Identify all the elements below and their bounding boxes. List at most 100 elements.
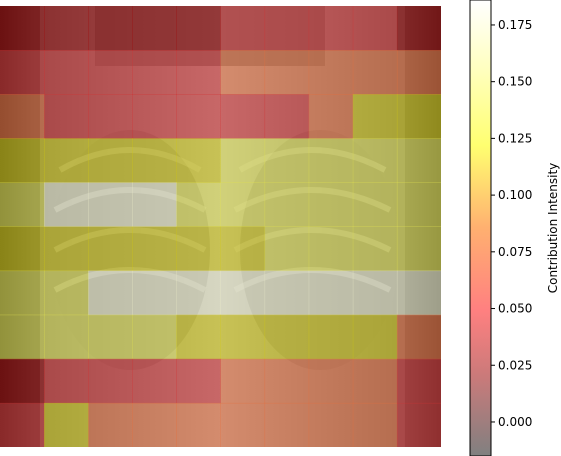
heatmap-cell <box>44 358 89 404</box>
heatmap-cell <box>264 226 310 272</box>
heatmap-cell <box>0 270 45 316</box>
heatmap-cell <box>132 6 177 51</box>
heatmap-cell <box>396 314 441 360</box>
heatmap-cell <box>44 182 89 227</box>
heatmap-cell <box>220 270 266 316</box>
colorbar-label: Contribution Intensity <box>546 163 560 294</box>
heatmap-cell <box>396 94 441 139</box>
heatmap-cell <box>44 6 89 51</box>
heatmap-cell <box>352 6 398 51</box>
heatmap-cell <box>176 182 221 227</box>
heatmap-cell <box>352 182 398 227</box>
heatmap-cell <box>352 138 398 183</box>
heatmap-cell <box>308 402 354 447</box>
colorbar-frame <box>469 0 492 456</box>
colorbar-tick-label: 0.000 <box>498 415 532 429</box>
heatmap-cell <box>396 182 441 227</box>
heatmap-cell <box>220 402 266 447</box>
heatmap-cell <box>264 182 310 227</box>
heatmap-cell <box>176 226 221 272</box>
heatmap-cell <box>264 314 310 360</box>
heatmap-cell <box>396 226 441 272</box>
heatmap-cell <box>176 94 221 139</box>
heatmap-cell <box>176 50 221 95</box>
colorbar-tick-label: 0.050 <box>498 302 532 316</box>
heatmap-cell <box>88 358 133 404</box>
heatmap-cell <box>0 314 45 360</box>
heatmap-cell <box>176 358 221 404</box>
heatmap-cell <box>264 358 310 404</box>
heatmap-cell <box>0 6 45 51</box>
heatmap-cell <box>0 402 45 447</box>
heatmap-cell <box>352 94 398 139</box>
heatmap-cell <box>264 94 310 139</box>
heatmap-cell <box>220 358 266 404</box>
heatmap-cell <box>264 6 310 51</box>
heatmap-cell <box>176 402 221 447</box>
heatmap-cell <box>308 358 354 404</box>
heatmap-cell <box>0 226 45 272</box>
heatmap-cell <box>308 226 354 272</box>
heatmap-cell <box>88 182 133 227</box>
colorbar-tick-label: 0.025 <box>498 358 532 372</box>
heatmap-cell <box>264 402 310 447</box>
heatmap-cell <box>352 314 398 360</box>
heatmap-cell <box>88 226 133 272</box>
heatmap-cell <box>352 358 398 404</box>
heatmap-cell <box>264 270 310 316</box>
heatmap-cell <box>308 94 354 139</box>
colorbar-tick-label: 0.150 <box>498 75 532 89</box>
heatmap-cell <box>44 270 89 316</box>
heatmap-cell <box>88 94 133 139</box>
heatmap-cell <box>352 50 398 95</box>
heatmap-cell <box>308 6 354 51</box>
heatmap-cell <box>88 314 133 360</box>
colorbar <box>470 0 491 456</box>
heatmap-cell <box>396 270 441 316</box>
heatmap-cell <box>44 226 89 272</box>
heatmap-overlay <box>0 6 441 447</box>
heatmap-cell <box>44 138 89 183</box>
heatmap-cell <box>44 402 89 447</box>
heatmap-cell <box>0 50 45 95</box>
heatmap-cell <box>132 138 177 183</box>
heatmap-cell <box>308 270 354 316</box>
heatmap-cell <box>220 138 266 183</box>
heatmap-cell <box>88 6 133 51</box>
heatmap-cell <box>132 270 177 316</box>
heatmap-cell <box>0 138 45 183</box>
colorbar-tick-label: 0.175 <box>498 18 532 32</box>
heatmap-cell <box>220 50 266 95</box>
heatmap-cell <box>132 182 177 227</box>
heatmap-cell <box>352 226 398 272</box>
heatmap-cell <box>308 50 354 95</box>
heatmap-cell <box>220 182 266 227</box>
heatmap-cell <box>264 50 310 95</box>
heatmap-cell <box>88 50 133 95</box>
heatmap-cell <box>396 402 441 447</box>
heatmap-cell <box>132 314 177 360</box>
heatmap-cell <box>176 270 221 316</box>
heatmap-cell <box>132 50 177 95</box>
heatmap-cell <box>308 138 354 183</box>
heatmap-cell <box>44 314 89 360</box>
heatmap-cell <box>176 314 221 360</box>
heatmap-cell <box>88 402 133 447</box>
heatmap-cell <box>396 138 441 183</box>
heatmap-cell <box>176 138 221 183</box>
heatmap-cell <box>396 358 441 404</box>
heatmap-cell <box>44 50 89 95</box>
heatmap-cell <box>352 270 398 316</box>
colorbar-tick-label: 0.125 <box>498 131 532 145</box>
heatmap-cell <box>88 138 133 183</box>
colorbar-ticks: 0.000 0.025 0.050 0.075 0.100 0.125 0.150 0.175 <box>491 18 532 429</box>
heatmap-cell <box>176 6 221 51</box>
heatmap-cell <box>0 182 45 227</box>
heatmap-cell <box>352 402 398 447</box>
heatmap-cell <box>396 6 441 51</box>
heatmap-cell <box>132 358 177 404</box>
heatmap-cell <box>308 182 354 227</box>
colorbar-tick-label: 0.100 <box>498 188 532 202</box>
heatmap-cell <box>396 50 441 95</box>
heatmap-cell <box>0 358 45 404</box>
